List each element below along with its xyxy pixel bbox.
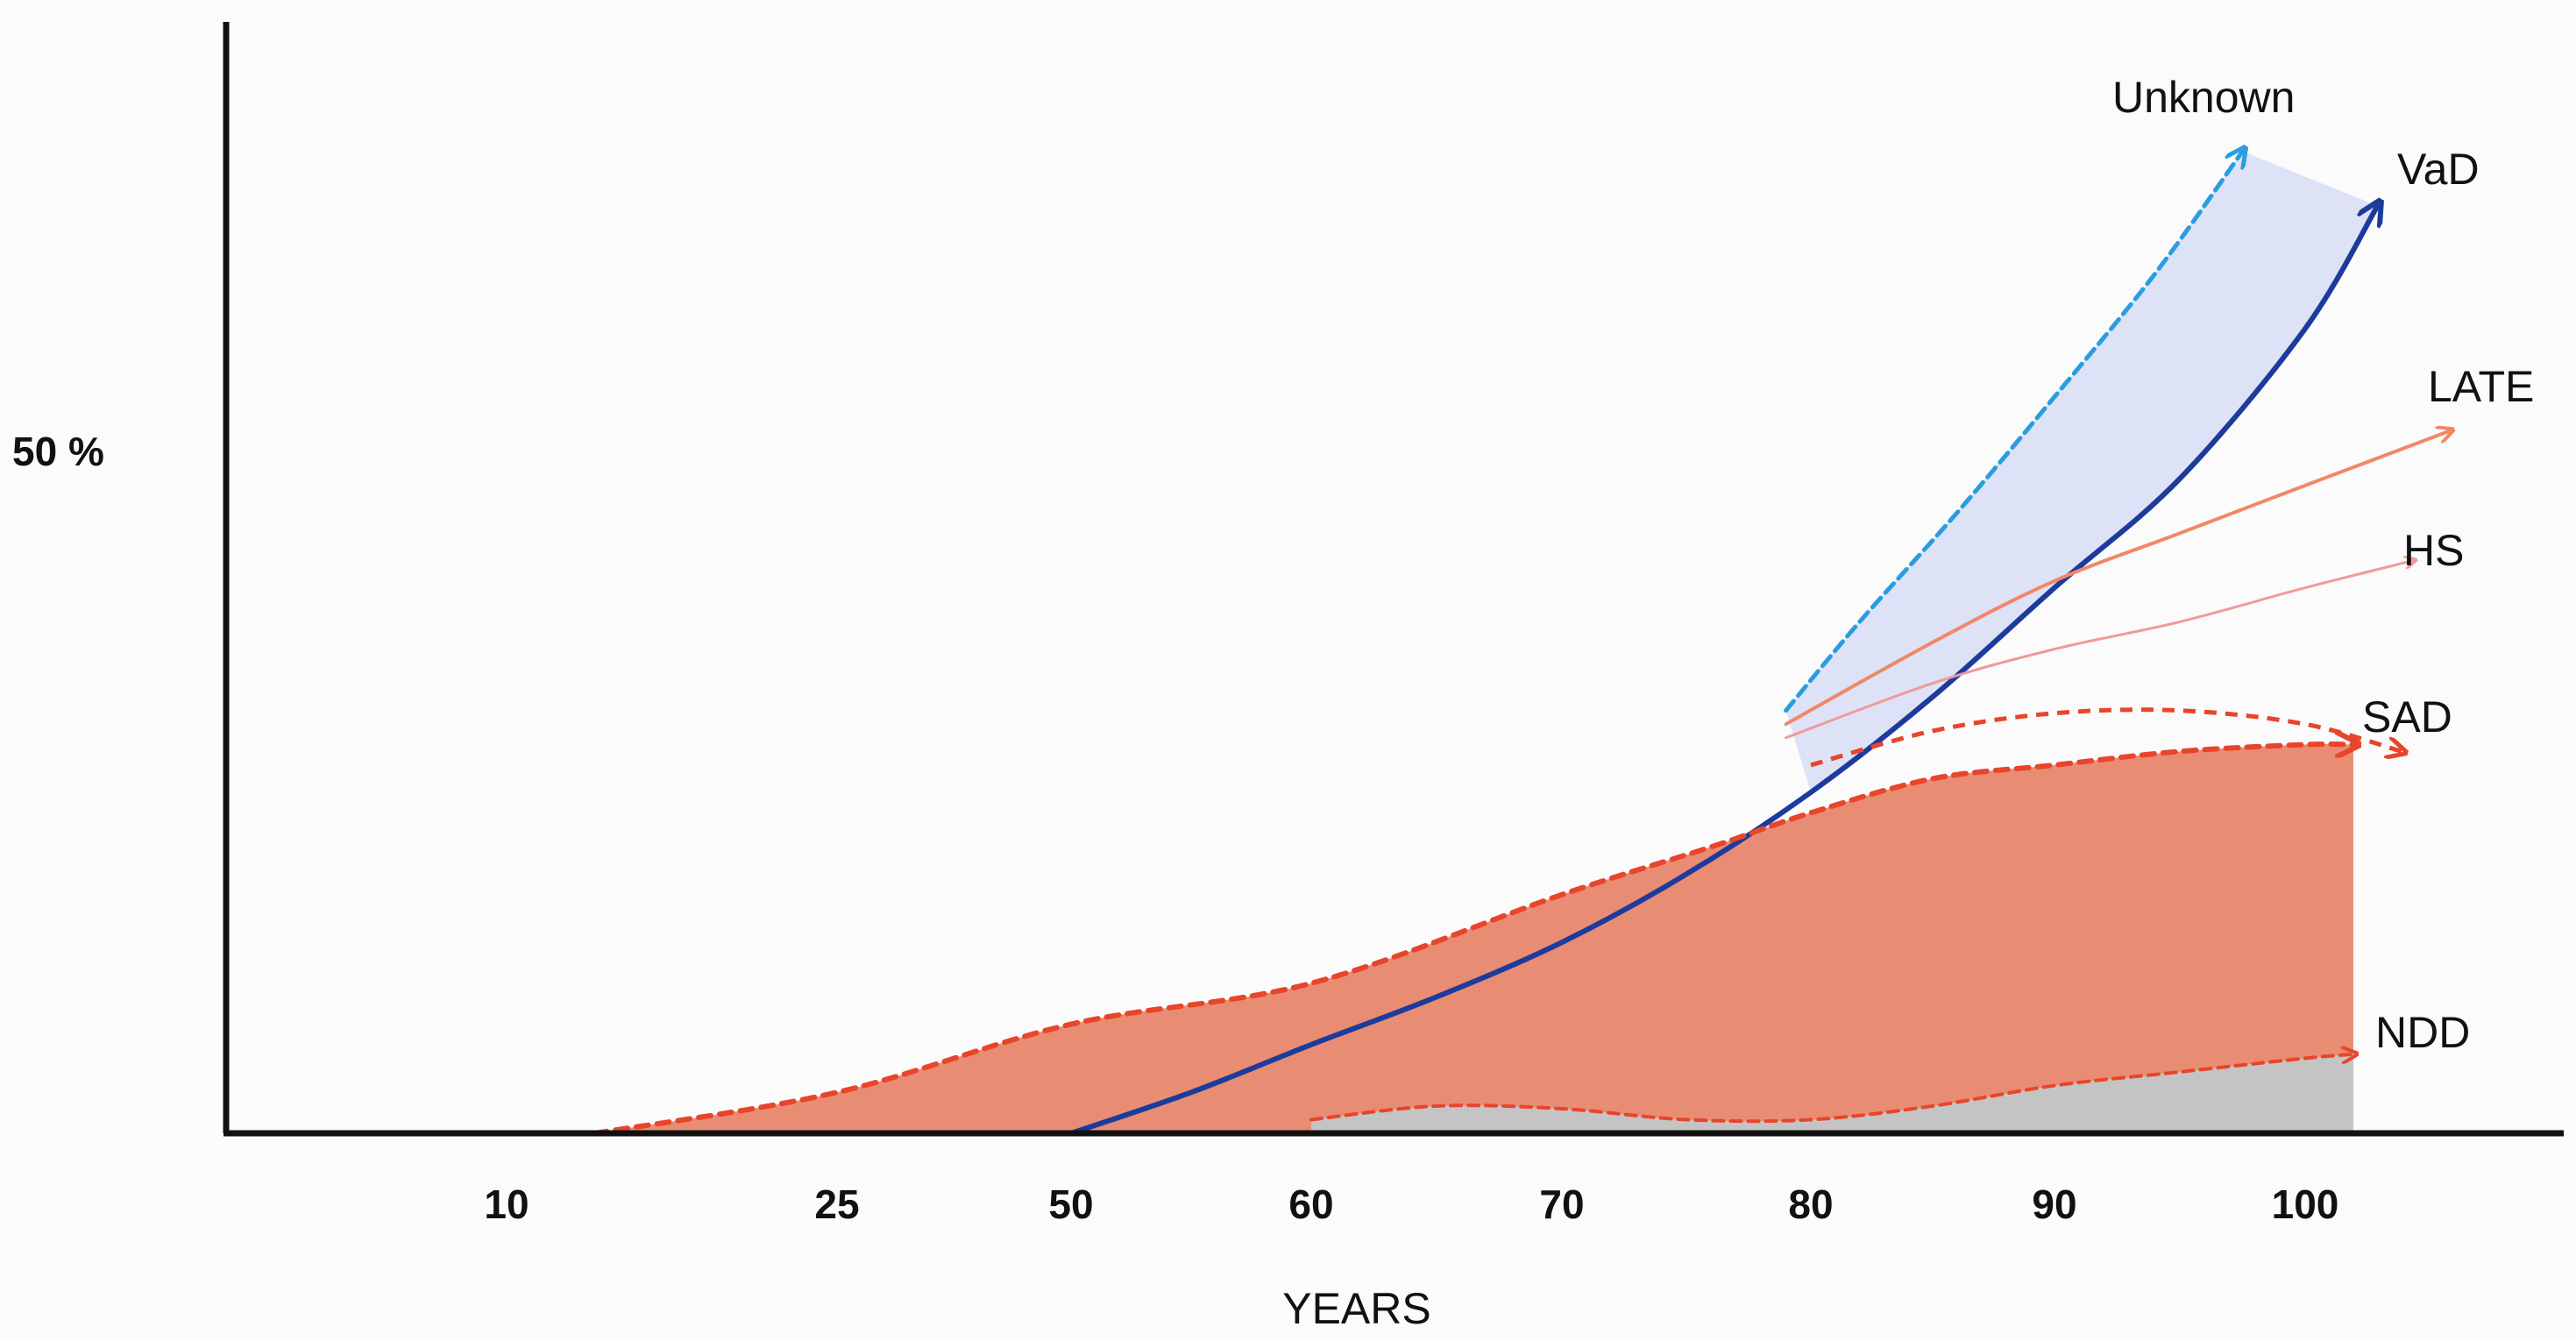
sad-area: [594, 743, 2353, 1133]
series-label-hs: HS: [2403, 526, 2464, 575]
series-label-unknown: Unknown: [2112, 73, 2295, 122]
x-tick-label: 90: [2032, 1181, 2076, 1227]
ndd-area: [1311, 1054, 2353, 1133]
series-line-unknown: [1784, 152, 2243, 713]
x-tick-label: 80: [1788, 1181, 1833, 1227]
series-line-late: [1784, 431, 2450, 727]
y-tick-label: 50 %: [12, 429, 104, 474]
x-tick-label: 100: [2272, 1181, 2339, 1227]
area-layer: [594, 151, 2378, 1133]
series-label-sad: SAD: [2362, 692, 2452, 741]
series-line-vad: [1068, 206, 2378, 1136]
label-layer: 10 25 50 60 70 80 90 100 50 % YEARS Unknown VaD LATE…: [12, 73, 2534, 1333]
series-line-sad: [592, 744, 2353, 1136]
unknown-area: [1785, 151, 2378, 792]
line-layer: [592, 152, 2450, 1136]
series-label-late: LATE: [2428, 362, 2534, 411]
x-tick-label: 70: [1539, 1181, 1584, 1227]
x-tick-label: 50: [1048, 1181, 1093, 1227]
series-label-ndd: NDD: [2375, 1008, 2470, 1057]
x-axis-title: YEARS: [1282, 1284, 1431, 1333]
series-line-hs: [1785, 560, 2414, 740]
series-line-ndd: [1309, 1054, 2353, 1124]
x-tick-label: 60: [1288, 1181, 1333, 1227]
x-tick-label: 10: [484, 1181, 529, 1227]
axes: [223, 22, 2564, 1137]
x-tick-label: 25: [814, 1181, 859, 1227]
series-label-vad: VaD: [2397, 145, 2480, 194]
